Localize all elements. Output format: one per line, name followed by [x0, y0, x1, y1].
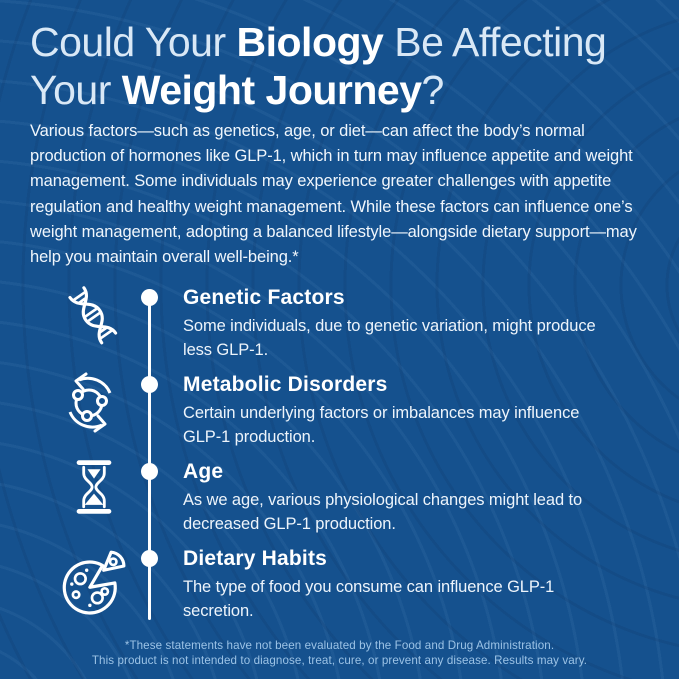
title-light-text: Be Affecting: [383, 19, 607, 65]
title-bold-text: Biology: [236, 19, 384, 65]
disclaimer-footer: *These statements have not been evaluate…: [0, 639, 679, 669]
factor-description: Some individuals, due to genetic variati…: [183, 317, 596, 359]
disclaimer-line-1: *These statements have not been evaluate…: [124, 639, 555, 652]
pizza-icon: [58, 549, 126, 617]
factor-item-age: Age As we age, various physiological cha…: [183, 458, 653, 536]
title-line-2: Your Weight Journey?: [30, 66, 606, 114]
timeline-dot: [141, 463, 158, 480]
factor-description: The type of food you consume can influen…: [183, 578, 555, 620]
factor-description: As we age, various physiological changes…: [183, 491, 583, 533]
factor-title: Metabolic Disorders: [183, 373, 388, 396]
title-line-1: Could Your Biology Be Affecting: [30, 18, 607, 66]
title-light-text: Your: [30, 67, 122, 113]
timeline-dot: [141, 376, 158, 393]
factor-item-genetic: Genetic Factors Some individuals, due to…: [183, 284, 653, 362]
factor-title: Age: [183, 460, 224, 483]
factor-title: Dietary Habits: [183, 547, 328, 570]
intro-paragraph: Various factors—such as genetics, age, o…: [30, 122, 637, 267]
factor-item-dietary: Dietary Habits The type of food you cons…: [183, 545, 653, 623]
title-light-text: ?: [421, 67, 445, 113]
title-bold-text: Weight Journey: [121, 67, 422, 113]
hourglass-icon: [64, 457, 124, 517]
metabolism-icon: [59, 370, 123, 434]
dna-icon: [60, 283, 128, 351]
timeline-dot: [141, 550, 158, 567]
disclaimer-line-2: This product is not intended to diagnose…: [91, 653, 588, 667]
factor-title: Genetic Factors: [183, 286, 345, 309]
page-title: Could Your Biology Be Affecting Your Wei…: [30, 18, 607, 114]
title-light-text: Could Your: [30, 19, 237, 65]
timeline-line: [148, 297, 151, 620]
factor-item-metabolic: Metabolic Disorders Certain underlying f…: [183, 371, 653, 449]
timeline-dot: [141, 289, 158, 306]
factor-description: Certain underlying factors or imbalances…: [183, 404, 580, 446]
